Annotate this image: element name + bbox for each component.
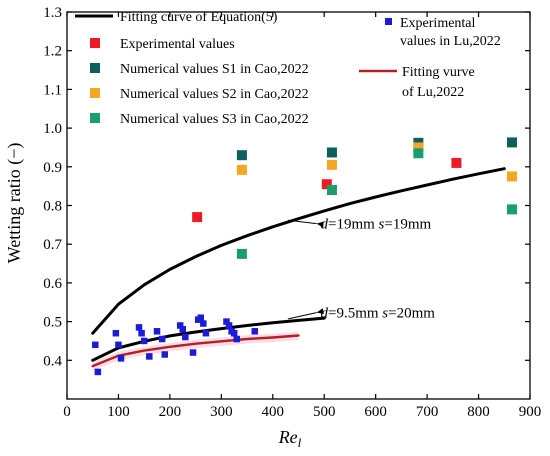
data-point-2 <box>326 147 337 158</box>
series-line-0-0 <box>91 167 506 335</box>
annotations: d=19mm s=19mm d=9.5mm s=20mm <box>288 217 435 322</box>
data-point-5 <box>138 329 145 337</box>
x-axis-label: Rel <box>278 427 302 450</box>
data-point-5 <box>92 341 99 349</box>
annotation-label: d=19mm s=19mm <box>321 217 432 233</box>
data-point-3 <box>506 171 517 182</box>
data-point-5 <box>140 337 148 345</box>
y-tick-label: 0.8 <box>43 199 62 215</box>
legend-marker-swatch <box>385 18 392 25</box>
annotation-arrow-line <box>288 312 317 320</box>
x-tick-label: 300 <box>210 404 233 420</box>
data-point-4 <box>506 204 517 215</box>
data-point-5 <box>179 326 186 333</box>
legend-label: Fitting vurve <box>402 65 475 80</box>
legend-label: Numerical values S1 in Cao,2022 <box>120 62 309 77</box>
x-tick-label: 500 <box>313 404 336 420</box>
data-point-5 <box>146 353 153 360</box>
data-point-1 <box>451 157 462 168</box>
data-point-5 <box>251 328 259 335</box>
data-point-5 <box>225 322 233 329</box>
y-tick-label: 0.6 <box>43 276 62 292</box>
legend-label: Numerical values S3 in Cao,2022 <box>120 112 309 127</box>
x-tick-label: 700 <box>416 404 439 420</box>
data-point-4 <box>326 185 337 196</box>
annotation-arrow-line <box>288 219 317 225</box>
data-point-5 <box>223 318 230 325</box>
annotation-arrowhead <box>316 308 324 315</box>
y-tick-label: 0.9 <box>43 160 62 176</box>
series-curves <box>91 167 506 368</box>
legend-marker-swatch <box>90 63 100 73</box>
y-tick-label: 1.2 <box>43 44 62 60</box>
data-point-5 <box>230 329 238 337</box>
x-tick-label: 0 <box>63 404 71 420</box>
annotation-label: d=9.5mm s=20mm <box>321 306 436 322</box>
data-point-5 <box>233 335 241 343</box>
y-tick-label: 0.7 <box>43 237 62 253</box>
data-point-5 <box>189 349 197 356</box>
legend-marker-swatch <box>90 38 100 48</box>
legend: Fitting curve of Equation(5) Experimental… <box>75 10 501 127</box>
axes: 0 100 200 300 400 500 600 700 800 900 0.4 0.5 0.6 0.7… <box>43 5 541 420</box>
y-tick-label: 0.5 <box>43 315 62 331</box>
plot-area <box>92 331 299 371</box>
data-point-5 <box>153 328 161 335</box>
data-point-1 <box>321 179 332 190</box>
x-tick-label: 600 <box>364 404 387 420</box>
y-tick-label: 0.4 <box>43 353 62 369</box>
x-tick-label: 900 <box>519 404 542 420</box>
legend-label: Experimental values <box>120 37 235 52</box>
data-point-5 <box>115 341 122 349</box>
legend-label: Numerical values S2 in Cao,2022 <box>120 87 309 102</box>
legend-marker-swatch <box>90 88 100 98</box>
data-point-4 <box>413 148 424 159</box>
legend-label: values in Lu,2022 <box>400 34 501 49</box>
data-point-2 <box>506 137 517 148</box>
data-point-5 <box>94 368 102 376</box>
annotation-arrowhead <box>316 221 324 228</box>
x-tick-label: 400 <box>262 404 285 420</box>
data-point-5 <box>182 333 189 341</box>
data-point-5 <box>158 335 166 343</box>
y-axis-label: Wetting ratio (−) <box>4 143 25 264</box>
y-tick-label: 1.0 <box>43 121 62 137</box>
x-tick-label: 800 <box>467 404 490 420</box>
y-tick-label: 1.1 <box>43 82 62 98</box>
data-point-3 <box>326 159 337 170</box>
legend-marker-swatch <box>90 113 100 123</box>
x-tick-label: 200 <box>159 404 182 420</box>
data-point-5 <box>202 329 210 337</box>
data-point-5 <box>197 314 205 321</box>
series-markers <box>92 137 517 376</box>
lu-fit-band <box>92 331 299 371</box>
data-point-5 <box>176 322 184 329</box>
y-tick-label: 1.3 <box>43 5 62 21</box>
legend-label: Fitting curve of Equation(5) <box>120 10 278 25</box>
data-point-5 <box>200 320 207 327</box>
data-point-2 <box>236 150 247 161</box>
data-point-5 <box>161 351 168 358</box>
legend-label: Experimental <box>400 16 476 31</box>
data-point-3 <box>413 142 424 153</box>
legend-label: of Lu,2022 <box>402 85 464 100</box>
data-point-5 <box>135 324 143 331</box>
data-point-5 <box>117 355 125 362</box>
data-point-1 <box>192 212 203 223</box>
data-point-3 <box>236 164 247 175</box>
data-point-5 <box>112 329 120 337</box>
data-point-4 <box>236 248 247 259</box>
series-line-6-0 <box>91 334 300 368</box>
x-tick-label: 100 <box>107 404 130 420</box>
